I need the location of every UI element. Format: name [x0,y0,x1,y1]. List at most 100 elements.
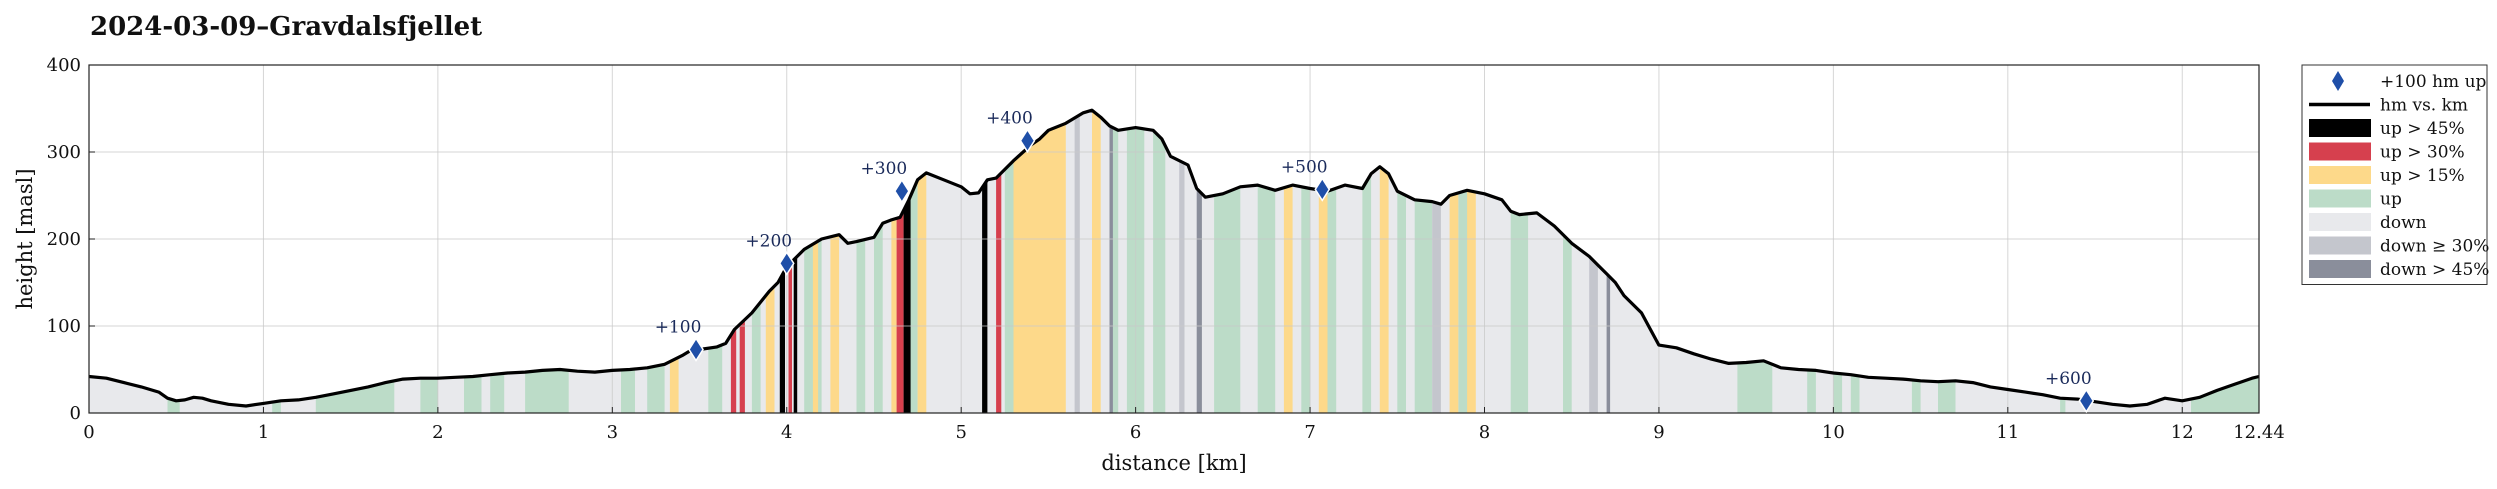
legend-label: down ≥ 30% [2380,237,2489,257]
band-up [1397,191,1406,413]
band-up-15- [1467,190,1476,413]
slope-bands [89,110,2259,414]
band-up [1807,369,1816,413]
legend-label: +100 hm up [2380,72,2487,92]
hm-marker-diamond [1019,128,1036,154]
band-down-45- [1606,273,1611,413]
band-up [647,364,665,413]
x-tick-label: 7 [1304,422,1315,443]
band-up-15- [1092,110,1101,413]
x-tick-label: 8 [1479,422,1490,443]
hm-marker-diamond [2078,388,2095,414]
y-tick-label: 0 [70,403,81,424]
band-down-45- [1196,188,1202,413]
x-tick-label: 10 [1822,422,1845,443]
x-tick-label: 12.44 [2233,422,2285,443]
hm-marker-diamond [1314,177,1331,202]
band-up [1911,379,1921,413]
chart-title: 2024-03-09–Gravdalsfjellet [90,12,483,42]
legend-swatch [2309,260,2371,278]
x-tick-label: 3 [607,422,618,443]
band-down-30- [1179,160,1185,413]
y-tick-label: 400 [47,55,81,76]
y-tick-label: 300 [47,142,81,163]
band-up [464,375,482,413]
legend-swatch [2309,213,2371,231]
band-up [908,179,918,413]
x-tick-label: 11 [1996,422,2019,443]
y-axis-label: height [masl] [13,168,37,309]
legend-swatch [2309,142,2371,161]
band-up-15- [891,218,897,413]
band-up [490,373,505,413]
band-up [1153,130,1166,414]
band-up [2191,376,2259,413]
band-up [751,302,761,413]
band-up-45- [779,270,785,413]
profile-line [88,108,2260,408]
y-tick-label: 100 [47,316,81,337]
band-up-15- [1283,185,1293,413]
annotations: +100 +200 +300 +400 +500 +600 [655,109,2095,414]
band-up-45- [903,195,911,413]
hm-marker-diamond [893,178,910,204]
band-up [1833,373,1843,413]
band-up [1938,380,1956,413]
band-up-30- [996,172,1002,413]
legend-swatch [2309,166,2371,184]
x-tick-label: 6 [1130,422,1141,443]
legend-label: down > 45% [2380,260,2489,280]
band-up [2060,398,2066,413]
band-up [621,369,635,413]
band-up-15- [669,357,679,413]
band-up [1362,173,1372,413]
band-up-15- [917,172,927,413]
legend: +100 hm up hm vs. km up > 45% up > 30% up > … [2301,64,2489,285]
legend-diamond-icon [2332,71,2344,91]
hm-marker-label: +600 [2045,369,2092,389]
x-tick-label: 1 [258,422,269,443]
down-area [89,110,2259,413]
band-up [1510,211,1529,413]
hm-marker-label: +100 [655,317,702,337]
legend-swatch [2309,189,2371,208]
hm-marker-label: +300 [861,159,908,179]
x-tick-label: 5 [955,422,966,443]
hm-marker-label: +400 [986,109,1033,129]
band-up [1850,374,1860,413]
hm-marker-diamond [778,250,795,276]
legend-label: up [2380,190,2402,210]
band-up [420,378,438,413]
band-up-30- [739,319,745,413]
band-up-30- [788,261,792,413]
band-up [315,380,395,413]
band-up [1327,188,1337,413]
band-up-15- [812,241,819,413]
legend-swatch [2309,119,2371,137]
band-up [1004,160,1014,413]
band-up [874,223,883,413]
band-up-45- [793,256,798,413]
band-up [708,344,723,413]
band-up [525,369,569,413]
x-tick-label: 9 [1653,422,1664,443]
band-down-30- [1432,201,1441,413]
band-up-15- [1379,166,1389,413]
legend-label: up > 30% [2380,143,2465,163]
x-axis-label: distance [km] [1101,451,1246,475]
band-up [1563,234,1572,413]
band-down-30- [1589,256,1598,413]
band-up-45- [982,179,988,413]
band-up-15- [1318,189,1328,413]
band-up [272,400,281,413]
legend-label: up > 15% [2380,166,2465,186]
band-up-30- [896,210,904,413]
y-tick-label: 200 [47,229,81,250]
band-up [1214,186,1241,413]
legend-label: hm vs. km [2380,96,2468,116]
band-down-30- [1074,114,1080,414]
band-up [1257,185,1276,413]
band-up-30- [730,327,737,413]
